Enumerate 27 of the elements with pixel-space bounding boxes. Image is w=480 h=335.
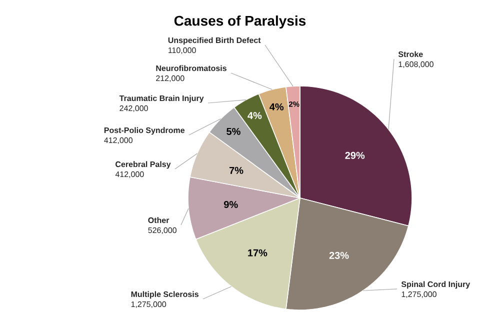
data-label: 7% <box>229 166 244 174</box>
text: 212,000 <box>156 75 184 82</box>
data-label: 17% <box>248 249 268 256</box>
data-label: 9% <box>224 200 238 208</box>
slice-label: Neurofibromatosis <box>156 65 226 72</box>
slice-label: Other <box>148 217 170 224</box>
text: 526,000 <box>148 227 176 234</box>
text: 1,275,000 <box>402 291 436 298</box>
data-label: 29% <box>345 152 365 159</box>
chart-title: Causes of Paralysis <box>174 15 306 29</box>
text: 412,000 <box>115 171 144 178</box>
text: 1,608,000 <box>398 61 434 68</box>
slice-label: Traumatic Brain Injury <box>119 95 204 103</box>
data-label: 4% <box>270 103 284 110</box>
slice-label: Multiple Sclerosis <box>131 291 198 299</box>
slice-label: Unspecified Birth Defect <box>168 37 261 45</box>
text: 242,000 <box>120 105 148 112</box>
slice-label: Post-Polio Syndrome <box>104 127 185 135</box>
data-label: 4% <box>248 112 262 120</box>
text: 110,000 <box>168 47 196 54</box>
data-label: 23% <box>329 252 349 259</box>
data-label: 5% <box>226 128 240 135</box>
text: 1,275,000 <box>131 301 166 308</box>
slice-label: Cerebral Palsy <box>116 161 171 169</box>
text: 412,000 <box>104 137 133 144</box>
slice-label: Stroke <box>398 51 423 58</box>
slice-label: Spinal Cord Injury <box>401 281 470 289</box>
